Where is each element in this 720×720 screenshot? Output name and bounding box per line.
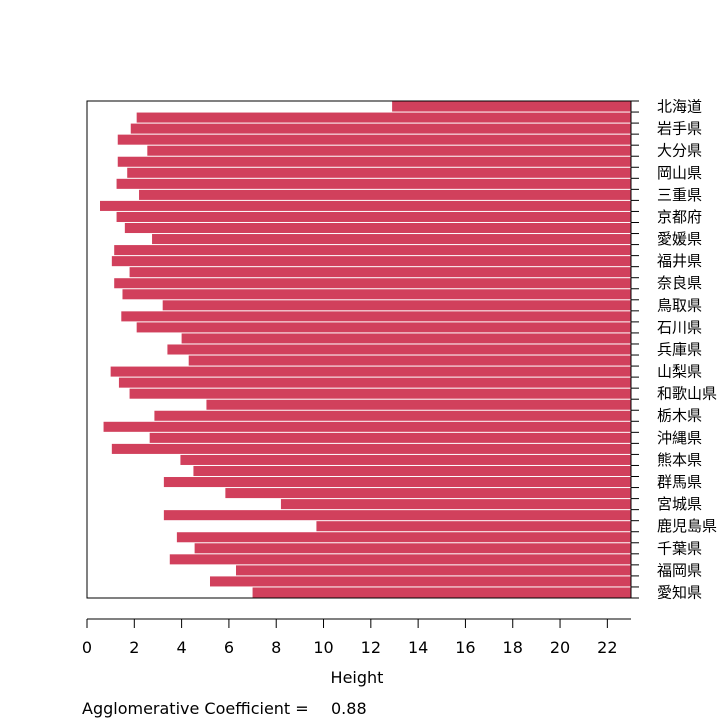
y-tick-label: 愛媛県 bbox=[657, 230, 702, 248]
bar bbox=[139, 189, 631, 200]
x-tick-label: 12 bbox=[361, 638, 381, 657]
y-tick-label: 和歌山県 bbox=[657, 385, 717, 403]
x-tick-label: 22 bbox=[597, 638, 617, 657]
bar bbox=[181, 333, 631, 344]
bar bbox=[114, 278, 631, 289]
bar bbox=[129, 388, 631, 399]
bar bbox=[147, 145, 631, 156]
bar bbox=[236, 565, 631, 576]
x-tick-label: 10 bbox=[313, 638, 333, 657]
bar bbox=[122, 289, 631, 300]
y-tick-label: 宮城県 bbox=[657, 495, 702, 513]
y-tick-label: 京都府 bbox=[657, 208, 702, 226]
y-tick-label: 熊本県 bbox=[657, 451, 702, 469]
y-tick-label: 鹿児島県 bbox=[657, 517, 717, 535]
bar bbox=[392, 101, 631, 112]
x-tick-label: 6 bbox=[224, 638, 234, 657]
bar bbox=[152, 234, 632, 245]
bar bbox=[162, 300, 631, 311]
agglomerative-coefficient-label: Agglomerative Coefficient = bbox=[82, 699, 309, 718]
bar bbox=[118, 377, 632, 388]
bar bbox=[154, 410, 631, 421]
bar bbox=[127, 167, 632, 178]
x-tick-label: 0 bbox=[82, 638, 92, 657]
y-tick-label: 岩手県 bbox=[657, 120, 702, 138]
x-tick-label: 16 bbox=[455, 638, 475, 657]
bar bbox=[116, 211, 632, 222]
bar bbox=[130, 123, 631, 134]
bar bbox=[100, 200, 632, 211]
x-axis-ticks: 0 2 4 6 8 10 12 14 16 18 20 22 bbox=[82, 619, 618, 657]
bar bbox=[176, 532, 631, 543]
x-axis-label: Height bbox=[331, 668, 384, 687]
bar bbox=[116, 178, 632, 189]
x-tick-label: 8 bbox=[271, 638, 281, 657]
y-tick-label: 大分県 bbox=[657, 142, 702, 160]
bar bbox=[136, 322, 632, 333]
bar bbox=[252, 587, 631, 598]
y-tick-label: 福井県 bbox=[657, 252, 702, 270]
y-tick-label: 沖縄県 bbox=[657, 429, 702, 447]
y-tick-label: 福岡県 bbox=[657, 561, 702, 579]
y-tick-label: 愛知県 bbox=[657, 583, 702, 601]
x-tick-label: 20 bbox=[550, 638, 570, 657]
bar bbox=[149, 432, 631, 443]
bar bbox=[111, 256, 632, 267]
bar bbox=[193, 465, 631, 477]
bar bbox=[117, 156, 632, 167]
bar bbox=[167, 344, 631, 355]
y-tick-label: 山梨県 bbox=[657, 363, 702, 381]
bar bbox=[169, 554, 632, 565]
agglomerative-coefficient-value: 0.88 bbox=[331, 699, 367, 718]
bar bbox=[121, 311, 631, 322]
y-tick-label: 北海道 bbox=[657, 98, 702, 116]
bar bbox=[136, 112, 632, 123]
bar bbox=[111, 443, 632, 454]
y-tick-label: 岡山県 bbox=[657, 164, 702, 182]
x-tick-label: 14 bbox=[408, 638, 428, 657]
bar bbox=[316, 521, 631, 532]
bar bbox=[194, 543, 632, 554]
y-tick-label: 石川県 bbox=[657, 318, 702, 336]
bar bbox=[114, 245, 631, 256]
x-tick-label: 2 bbox=[129, 638, 139, 657]
y-tick-label: 鳥取県 bbox=[657, 296, 702, 314]
bar bbox=[206, 399, 631, 410]
bar bbox=[188, 355, 631, 366]
bar bbox=[163, 477, 631, 488]
y-tick-label: 兵庫県 bbox=[657, 340, 702, 358]
x-tick-label: 18 bbox=[503, 638, 523, 657]
y-tick-label: 群馬県 bbox=[657, 473, 702, 491]
bar bbox=[129, 267, 631, 278]
bar bbox=[117, 134, 632, 145]
y-tick-label: 三重県 bbox=[657, 186, 702, 204]
y-axis-ticks: 北海道岩手県大分県岡山県三重県京都府愛媛県福井県奈良県鳥取県石川県兵庫県山梨県和… bbox=[631, 98, 717, 601]
bar bbox=[225, 488, 631, 499]
y-tick-label: 奈良県 bbox=[657, 274, 702, 292]
bar bbox=[110, 366, 632, 377]
x-tick-label: 4 bbox=[177, 638, 187, 657]
bars bbox=[100, 101, 632, 598]
bar bbox=[280, 499, 631, 510]
bar bbox=[124, 222, 631, 234]
bar bbox=[163, 510, 631, 521]
bar bbox=[209, 576, 631, 587]
y-tick-label: 千葉県 bbox=[657, 539, 702, 557]
bar bbox=[103, 421, 631, 432]
bar bbox=[180, 454, 631, 465]
y-tick-label: 栃木県 bbox=[657, 407, 702, 425]
